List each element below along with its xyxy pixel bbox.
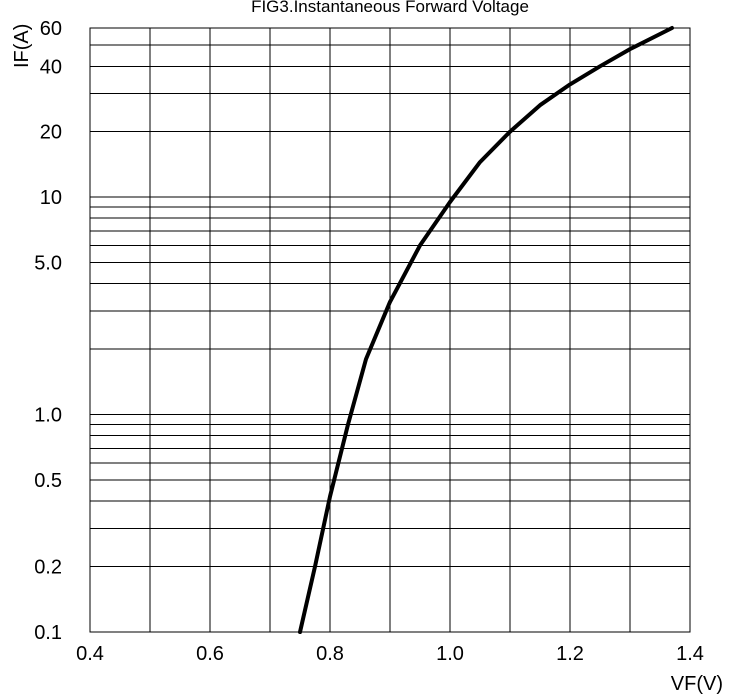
grid-lines xyxy=(89,27,691,633)
y-tick-label: 60 xyxy=(40,18,62,40)
x-tick-label: 0.6 xyxy=(196,643,224,665)
x-tick-label: 1.2 xyxy=(556,643,584,665)
x-tick-label: 1.0 xyxy=(436,643,464,665)
y-tick-label: 20 xyxy=(40,122,62,144)
x-axis-label: VF(V) xyxy=(671,673,723,695)
chart-title: FIG3.Instantaneous Forward Voltage xyxy=(251,0,529,16)
forward-voltage-curve xyxy=(298,26,674,634)
x-tick-label: 0.8 xyxy=(316,643,344,665)
curve-layer xyxy=(298,26,674,634)
plot-frame xyxy=(89,27,691,633)
x-tick-label: 0.4 xyxy=(76,643,104,665)
y-tick-label: 0.2 xyxy=(34,557,62,579)
tick-labels: 0.4 0.6 0.8 1.0 1.2 1.4 0.1 0.2 0.5 1.0 5.0 10 20 40 6… xyxy=(34,18,704,665)
y-tick-label: 40 xyxy=(40,56,62,78)
y-tick-label: 5.0 xyxy=(34,253,62,275)
y-tick-label: 0.5 xyxy=(34,470,62,492)
y-tick-label: 0.1 xyxy=(34,622,62,644)
y-axis-label: IF(A) xyxy=(11,24,33,68)
y-tick-label: 1.0 xyxy=(34,405,62,427)
x-tick-label: 1.4 xyxy=(676,643,704,665)
y-tick-label: 10 xyxy=(40,187,62,209)
